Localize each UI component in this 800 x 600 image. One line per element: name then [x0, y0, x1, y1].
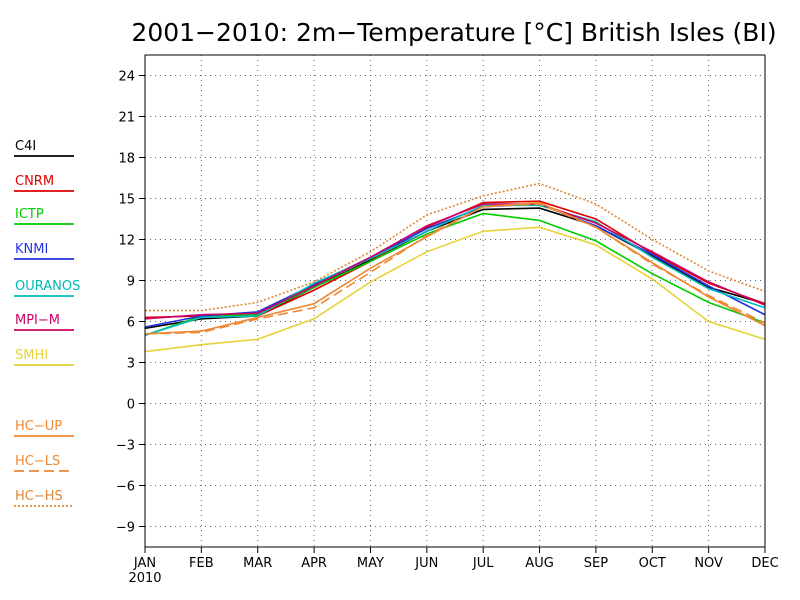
legend: C4I CNRM ICTP KNMI OURANOS MPI−M SMHI HC−UP HC−L…: [14, 139, 80, 507]
series-line-smhi: [144, 226, 766, 353]
y-tick-label: 18: [118, 152, 135, 167]
series-line-ictp: [144, 212, 766, 336]
legend-label-hc-ls: HC−LS: [15, 454, 60, 469]
legend-label-cnrm: CNRM: [15, 174, 54, 189]
y-tick-label: −9: [116, 521, 135, 536]
x-tick-label-oct: OCT: [639, 556, 666, 571]
legend-label-hc-up: HC−UP: [15, 419, 62, 434]
x-axis: JAN FEB MAR APR MAY JUN JUL AUG SEP OCT NOV DEC 2010: [128, 547, 779, 586]
series-line-mpi-m: [144, 203, 766, 320]
series-line-ouranos: [144, 204, 766, 336]
x-tick-label-aug: AUG: [525, 556, 553, 571]
y-tick-label: 15: [118, 193, 135, 208]
x-tick-label-jun: JUN: [414, 556, 438, 571]
x-tick-label-apr: APR: [301, 556, 327, 571]
y-tick-label: −3: [116, 439, 135, 454]
y-tick-label: 3: [127, 357, 135, 372]
legend-label-hc-hs: HC−HS: [15, 489, 63, 504]
plot-series: [144, 182, 766, 353]
x-tick-label-may: MAY: [357, 556, 384, 571]
grid: [145, 55, 765, 547]
x-tick-label-mar: MAR: [243, 556, 272, 571]
y-tick-label: 6: [127, 316, 135, 331]
legend-label-ouranos: OURANOS: [15, 279, 80, 294]
y-tick-label: −6: [116, 480, 135, 495]
legend-label-ictp: ICTP: [15, 207, 44, 222]
y-tick-label: 9: [127, 275, 135, 290]
x-tick-label-jul: JUL: [472, 556, 494, 571]
y-tick-label: 21: [118, 111, 135, 126]
x-tick-label-sep: SEP: [584, 556, 608, 571]
series-line-hc-ls: [144, 203, 766, 335]
x-tick-label-jan: JAN: [133, 556, 156, 571]
legend-label-mpi-m: MPI−M: [15, 313, 60, 328]
x-tick-label-feb: FEB: [189, 556, 214, 571]
legend-label-knmi: KNMI: [15, 242, 48, 257]
legend-label-c4i: C4I: [15, 139, 36, 154]
x-tick-label-dec: DEC: [751, 556, 778, 571]
y-tick-label: 12: [118, 234, 135, 249]
x-tick-label-nov: NOV: [694, 556, 723, 571]
x-year-label: 2010: [128, 571, 161, 586]
y-axis: 24 21 18 15 12 9 6 3 0 −3 −6 −9: [116, 70, 145, 536]
chart-title: 2001−2010: 2m−Temperature [°C] British I…: [131, 18, 776, 47]
y-tick-label: 0: [127, 398, 135, 413]
plot-frame: [144, 54, 766, 548]
legend-label-smhi: SMHI: [15, 348, 48, 363]
y-tick-label: 24: [118, 70, 135, 85]
series-line-hc-hs: [145, 182, 766, 312]
